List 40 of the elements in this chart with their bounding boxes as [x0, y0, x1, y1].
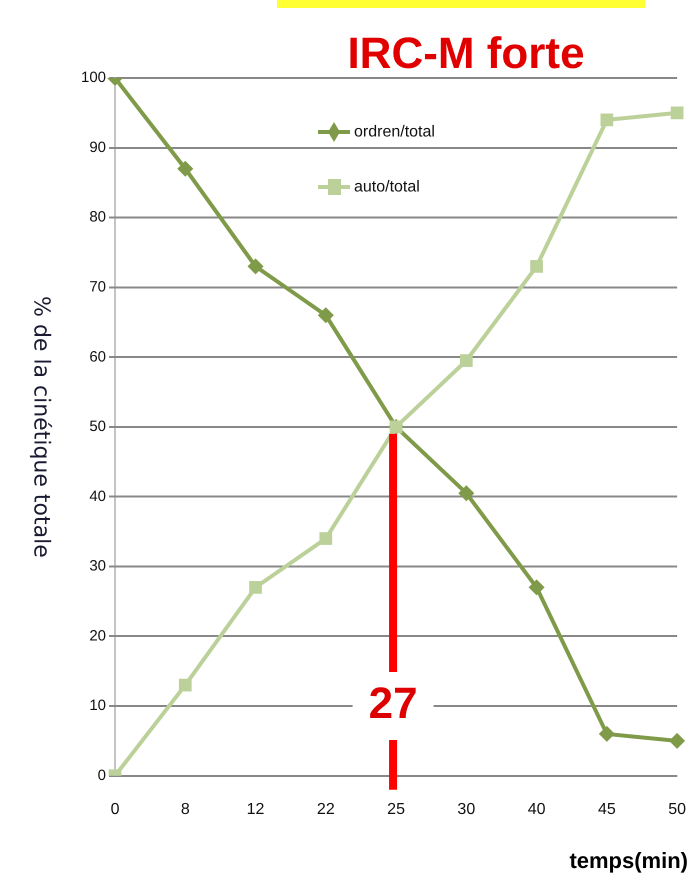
x-tick-label: 12 — [246, 800, 265, 818]
x-tick-label: 40 — [528, 800, 546, 818]
y-axis-title: % de la cinétique totale — [28, 296, 54, 558]
x-tick-label: 45 — [598, 800, 616, 818]
y-tick-label: 80 — [89, 208, 106, 226]
point — [600, 114, 614, 126]
x-tick-label: 50 — [668, 800, 686, 818]
y-tick-label: 100 — [80, 69, 106, 86]
x-tick-label: 30 — [457, 800, 476, 818]
point — [177, 160, 194, 177]
chart-title: IRC-M forte — [347, 29, 585, 78]
point — [249, 581, 262, 594]
point — [670, 106, 684, 120]
y-tick-label: 40 — [89, 488, 106, 505]
point — [669, 732, 686, 749]
point — [319, 532, 332, 545]
x-tick-label: 0 — [110, 800, 120, 818]
point — [528, 579, 545, 596]
point — [178, 678, 192, 692]
x-tick-label: 25 — [387, 800, 406, 818]
y-tick-label: 90 — [89, 138, 106, 156]
point — [598, 726, 615, 742]
legend-label: ordren/total — [354, 123, 435, 140]
y-tick-label: 30 — [89, 558, 106, 575]
x-axis-title: temps(min) — [569, 848, 688, 873]
point — [460, 354, 473, 367]
y-tick-label: 70 — [89, 278, 106, 296]
x-tick-label: 22 — [316, 800, 335, 818]
y-tick-label: 20 — [89, 627, 106, 644]
y-tick-label: 0 — [98, 766, 106, 784]
point — [458, 485, 474, 502]
legend-label: auto/total — [354, 178, 420, 196]
x-tick-label: 8 — [180, 800, 190, 818]
y-tick-label: 50 — [89, 418, 106, 436]
y-tick-label: 10 — [89, 697, 106, 714]
point — [318, 307, 334, 324]
point — [248, 258, 264, 274]
ref-line-label: 27 — [368, 679, 418, 728]
point — [530, 260, 543, 273]
y-tick-label: 60 — [89, 348, 106, 366]
